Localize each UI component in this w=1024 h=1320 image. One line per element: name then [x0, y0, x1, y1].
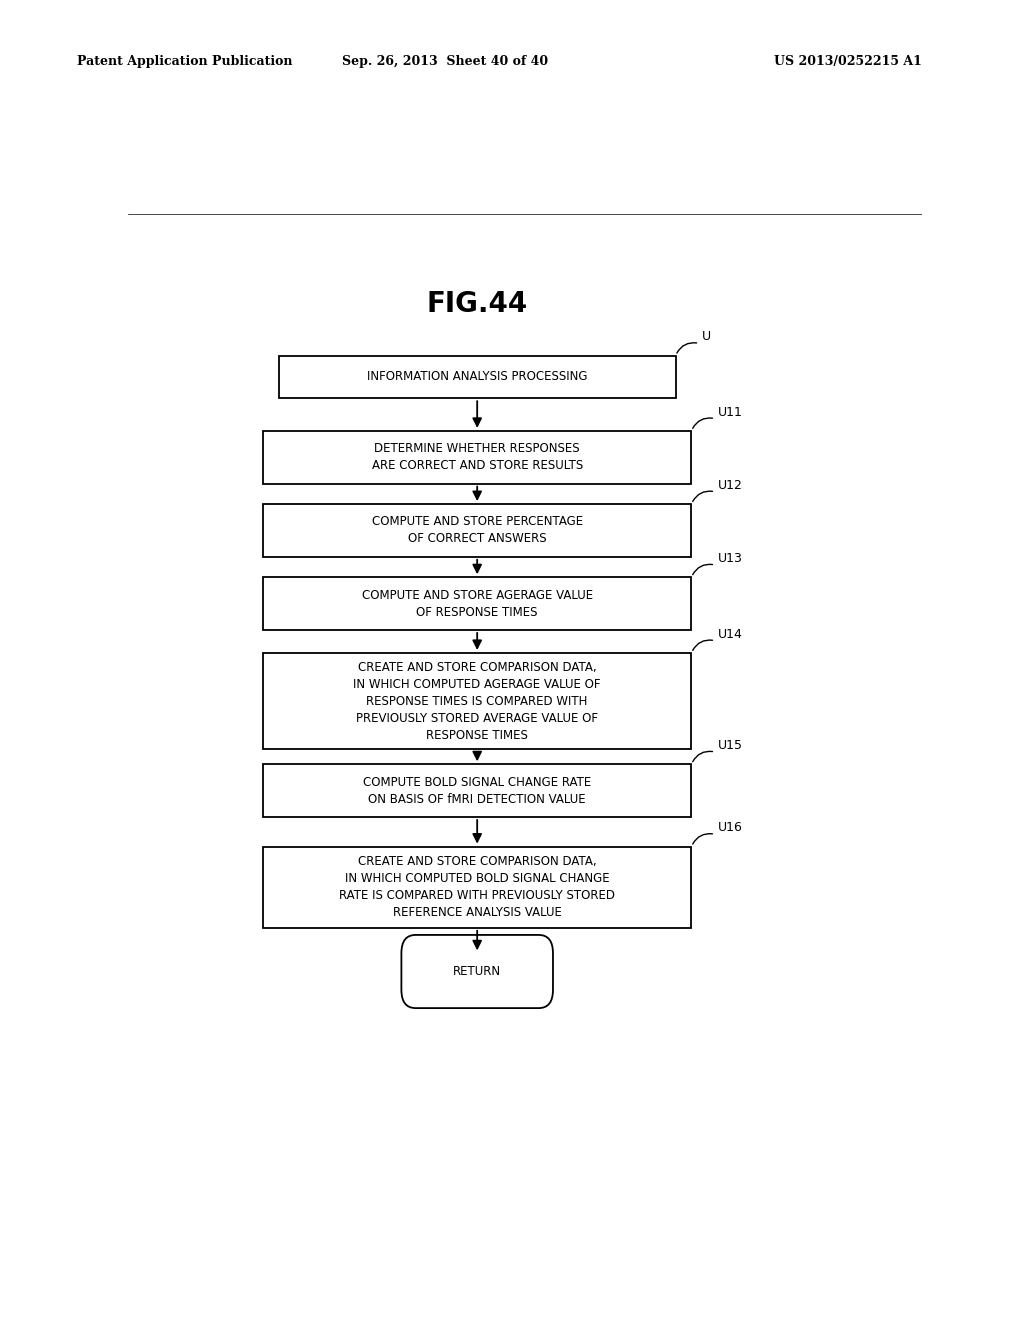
FancyBboxPatch shape — [263, 846, 691, 928]
Text: U16: U16 — [718, 821, 742, 834]
Text: U13: U13 — [718, 552, 742, 565]
FancyBboxPatch shape — [263, 764, 691, 817]
Text: INFORMATION ANALYSIS PROCESSING: INFORMATION ANALYSIS PROCESSING — [367, 371, 588, 383]
FancyArrowPatch shape — [692, 640, 713, 651]
Text: COMPUTE BOLD SIGNAL CHANGE RATE
ON BASIS OF fMRI DETECTION VALUE: COMPUTE BOLD SIGNAL CHANGE RATE ON BASIS… — [364, 776, 591, 805]
FancyArrowPatch shape — [692, 834, 713, 843]
Text: Patent Application Publication: Patent Application Publication — [77, 55, 292, 69]
Text: Sep. 26, 2013  Sheet 40 of 40: Sep. 26, 2013 Sheet 40 of 40 — [342, 55, 549, 69]
Text: U14: U14 — [718, 628, 742, 640]
FancyArrowPatch shape — [692, 418, 713, 428]
Text: U12: U12 — [718, 479, 742, 492]
Text: CREATE AND STORE COMPARISON DATA,
IN WHICH COMPUTED AGERAGE VALUE OF
RESPONSE TI: CREATE AND STORE COMPARISON DATA, IN WHI… — [353, 660, 601, 742]
FancyArrowPatch shape — [692, 491, 713, 502]
FancyArrowPatch shape — [692, 565, 713, 574]
Text: U: U — [701, 330, 711, 343]
FancyArrowPatch shape — [677, 343, 696, 352]
Text: DETERMINE WHETHER RESPONSES
ARE CORRECT AND STORE RESULTS: DETERMINE WHETHER RESPONSES ARE CORRECT … — [372, 442, 583, 473]
FancyBboxPatch shape — [263, 504, 691, 557]
Text: U15: U15 — [718, 739, 742, 752]
FancyBboxPatch shape — [279, 355, 676, 399]
Text: RETURN: RETURN — [454, 965, 501, 978]
Text: U11: U11 — [718, 405, 742, 418]
FancyBboxPatch shape — [401, 935, 553, 1008]
FancyBboxPatch shape — [263, 653, 691, 750]
Text: FIG.44: FIG.44 — [427, 290, 527, 318]
Text: CREATE AND STORE COMPARISON DATA,
IN WHICH COMPUTED BOLD SIGNAL CHANGE
RATE IS C: CREATE AND STORE COMPARISON DATA, IN WHI… — [339, 855, 615, 919]
FancyArrowPatch shape — [692, 751, 713, 762]
Text: COMPUTE AND STORE PERCENTAGE
OF CORRECT ANSWERS: COMPUTE AND STORE PERCENTAGE OF CORRECT … — [372, 515, 583, 545]
FancyBboxPatch shape — [263, 577, 691, 630]
FancyBboxPatch shape — [263, 430, 691, 483]
Text: US 2013/0252215 A1: US 2013/0252215 A1 — [774, 55, 922, 69]
Text: COMPUTE AND STORE AGERAGE VALUE
OF RESPONSE TIMES: COMPUTE AND STORE AGERAGE VALUE OF RESPO… — [361, 589, 593, 619]
